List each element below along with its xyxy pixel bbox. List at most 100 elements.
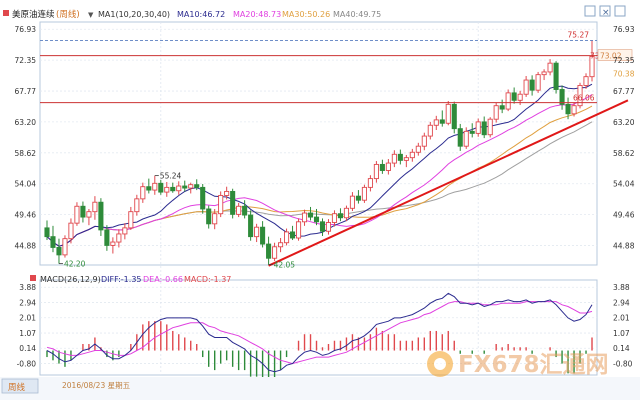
candle-up	[505, 92, 511, 110]
macd-tick-right: 2.94	[613, 299, 630, 308]
settings-icon[interactable]	[584, 5, 596, 17]
candle-up	[475, 121, 481, 134]
footer-background	[0, 377, 640, 400]
candle-up	[254, 226, 260, 238]
candle-up	[272, 246, 278, 259]
candle-down	[206, 208, 212, 225]
candle-down	[481, 121, 487, 136]
candle-down	[439, 119, 445, 124]
candle-up	[349, 195, 355, 209]
candle-up	[236, 205, 242, 215]
candle-up	[128, 211, 134, 229]
candle-up	[517, 93, 523, 101]
candle-up	[68, 222, 74, 240]
diff-line	[46, 292, 593, 373]
ma20-line	[46, 94, 593, 247]
candle-up	[415, 145, 421, 153]
grid	[40, 22, 597, 375]
candle-down	[260, 226, 266, 245]
macd-params: MACD(26,12,9)	[40, 275, 101, 284]
candle-down	[44, 227, 50, 238]
price-tick-right: 49.46	[613, 211, 635, 220]
candle-down	[242, 205, 248, 216]
current-price-box	[597, 49, 633, 61]
candle-up	[176, 185, 182, 192]
dropdown-arrow-icon[interactable]: ▼	[88, 11, 94, 19]
diff-value: DIFF:-1.35	[101, 275, 142, 284]
watermark: FX678汇通网	[427, 351, 608, 378]
macd-value: MACD:-1.37	[184, 275, 231, 284]
candle-up	[188, 184, 194, 189]
candle-down	[451, 103, 457, 130]
price-tick-left: 72.35	[15, 56, 37, 65]
macd-tick-left: 1.07	[19, 329, 36, 338]
candle-down	[266, 243, 272, 259]
dea-line	[46, 301, 593, 365]
price-header: 美原油连续 (周线) ▼ MA1(10,20,30,40) MA10:46.72…	[3, 9, 381, 20]
period-tab[interactable]: 周线	[8, 382, 26, 393]
window-controls: ×	[584, 5, 626, 18]
candle-up	[86, 211, 92, 218]
candle-up	[110, 241, 116, 246]
candle-down	[565, 103, 571, 115]
macd-tick-right: 1.07	[613, 329, 630, 338]
candle-up	[463, 130, 469, 147]
candle-down	[553, 62, 559, 90]
macd-tick-left: 0.14	[19, 344, 36, 353]
macd-tick-left: 2.01	[19, 314, 36, 323]
macd-tick-left: -0.80	[17, 360, 37, 369]
price-tick-left: 58.62	[15, 149, 37, 158]
candle-down	[290, 231, 296, 239]
price-tick-left: 76.93	[15, 25, 37, 34]
candle-down	[248, 214, 254, 238]
ma-params[interactable]: MA1(10,20,30,40)	[98, 10, 170, 19]
candle-down	[200, 186, 206, 210]
candle-down	[457, 128, 463, 147]
watermark-logo-inner	[434, 358, 446, 370]
price-tick-right: 63.20	[613, 118, 635, 127]
candle-up	[541, 71, 547, 76]
candle-down	[146, 186, 152, 191]
peak-label: 55.24	[160, 172, 182, 181]
price-tick-right: 44.88	[613, 242, 635, 251]
candle-down	[319, 221, 326, 232]
candle-down	[307, 212, 314, 218]
trend-line	[268, 99, 629, 267]
macd-series	[46, 292, 593, 384]
candle-up	[343, 207, 349, 219]
candle-down	[104, 229, 110, 246]
candle-down	[56, 246, 62, 256]
candle-up	[535, 74, 541, 91]
candle-up	[577, 84, 583, 107]
candle-down	[80, 205, 86, 218]
candle-down	[511, 92, 517, 101]
price-tick-left: 49.46	[15, 211, 37, 220]
ma40-value: MA40:49.75	[333, 10, 381, 19]
candle-down	[559, 89, 565, 105]
resistance-label: 66.06	[573, 94, 595, 103]
candle-up	[301, 212, 308, 223]
close-icon[interactable]	[599, 5, 611, 17]
right-axis-label: 70.38	[613, 69, 635, 78]
candle-down	[337, 213, 344, 219]
price-tick-right: 72.35	[613, 56, 635, 65]
price-tick-left: 54.04	[15, 180, 37, 189]
period-tab-bg[interactable]	[1, 378, 39, 394]
candle-up	[433, 119, 439, 126]
candle-up	[164, 186, 170, 193]
macd-tick-right: 3.88	[613, 283, 630, 292]
candle-up	[325, 222, 332, 232]
candle-up	[523, 79, 529, 95]
candle-up	[212, 213, 218, 225]
macd-header: MACD(26,12,9) DIFF:-1.35 DEA:-0.66 MACD:…	[30, 275, 231, 284]
candle-down	[182, 185, 188, 189]
candle-down	[355, 195, 361, 201]
moving-averages	[46, 83, 593, 247]
header-swatch	[3, 10, 9, 16]
macd-tick-right: 0.14	[613, 344, 630, 353]
menu-icon[interactable]	[614, 5, 626, 17]
price-tick-right: 76.93	[613, 25, 635, 34]
candle-up	[218, 195, 224, 215]
candle-down	[529, 79, 535, 91]
candle-up	[403, 157, 409, 161]
